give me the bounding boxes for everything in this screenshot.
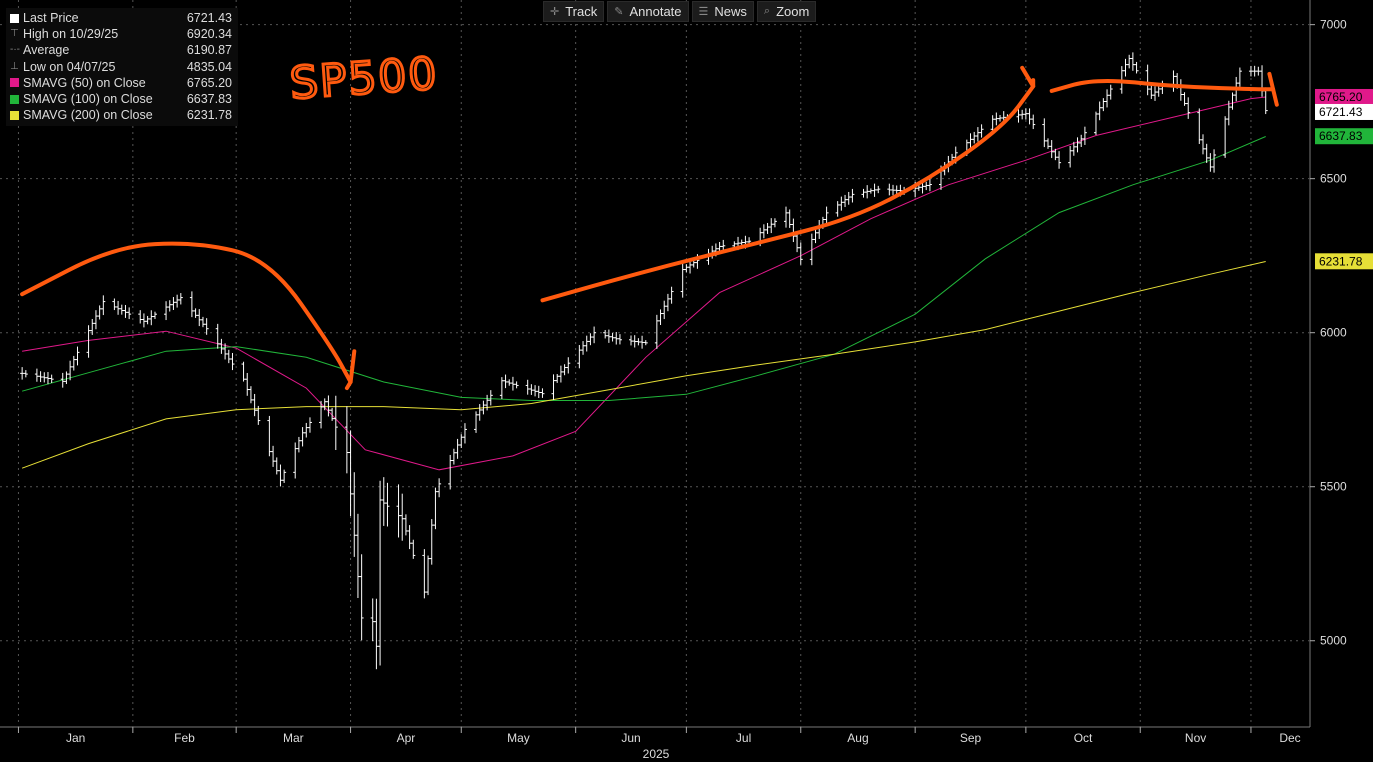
sma200-line	[21, 261, 1266, 469]
zoom-button[interactable]: ⌕ Zoom	[756, 1, 817, 22]
legend-sma100: SMAVG (100) on Close 6637.83	[10, 91, 232, 107]
x-axis-year-label: 2025	[643, 747, 670, 761]
x-tick-label: Feb	[174, 731, 195, 745]
x-tick-label: Jun	[621, 731, 640, 745]
chart-toolbar: ✛ Track ✎ Annotate ☰ News ⌕ Zoom	[543, 1, 817, 22]
y-tick-label: 6500	[1320, 172, 1347, 186]
x-tick-label: Jul	[736, 731, 751, 745]
x-tick-label: Mar	[283, 731, 304, 745]
price-bars	[20, 52, 1268, 670]
last-label-price-bg	[1315, 103, 1373, 120]
pencil-icon: ✎	[614, 6, 624, 18]
last-label-sma100-bg	[1315, 128, 1373, 145]
x-tick-label: Oct	[1074, 731, 1093, 745]
annotation-arc-down	[20, 241, 353, 384]
low-marker-icon: ⊥	[10, 60, 19, 72]
white-swatch-icon	[10, 13, 19, 23]
magenta-swatch-icon	[10, 78, 19, 88]
annotation-trend-up-arrowhead	[1020, 65, 1036, 89]
sma100-line	[21, 136, 1266, 401]
last-label-sma100-text: 6637.83	[1319, 129, 1363, 143]
x-tick-label: Sep	[960, 731, 982, 745]
y-tick-label: 5000	[1320, 634, 1347, 648]
green-swatch-icon	[10, 94, 19, 104]
legend-last-price: Last Price 6721.43	[10, 10, 232, 26]
legend-low: ⊥ Low on 04/07/25 4835.04	[10, 59, 232, 74]
x-tick-label: Aug	[847, 731, 868, 745]
high-marker-icon: ⊤	[10, 28, 19, 40]
y-tick-label: 7000	[1320, 18, 1347, 32]
crosshair-icon: ✛	[550, 6, 560, 18]
last-label-sma50: 6765.20	[1315, 88, 1373, 105]
y-tick-label: 5500	[1320, 480, 1347, 494]
last-label-sma200-text: 6231.78	[1319, 254, 1363, 268]
yellow-swatch-icon	[10, 110, 19, 120]
last-label-sma50-bg	[1315, 88, 1373, 105]
y-tick-label: 6000	[1320, 326, 1347, 340]
legend-sma200: SMAVG (200) on Close 6231.78	[10, 107, 232, 123]
x-tick-label: Apr	[397, 731, 416, 745]
news-icon: ☰	[698, 6, 709, 18]
track-button[interactable]: ✛ Track	[543, 1, 605, 22]
legend-high: ⊤ High on 10/29/25 6920.34	[10, 27, 232, 42]
annotation-flat-arrowhead	[1267, 71, 1279, 107]
annotation-arc-down-arrowhead	[344, 349, 357, 391]
magnifier-icon: ⌕	[763, 5, 771, 17]
annotation-flat	[1049, 78, 1276, 93]
last-label-sma50-text: 6765.20	[1319, 90, 1363, 104]
last-label-sma200: 6231.78	[1315, 253, 1373, 270]
legend-average: -·- Average 6190.87	[10, 43, 232, 58]
sma50-line	[22, 96, 1266, 471]
x-tick-label: May	[507, 731, 530, 745]
legend-sma50: SMAVG (50) on Close 6765.20	[10, 75, 232, 91]
last-label-sma100: 6637.83	[1315, 128, 1373, 145]
average-marker-icon: -·-	[10, 44, 20, 56]
x-tick-label: Dec	[1279, 731, 1300, 745]
last-label-price: 6721.43	[1315, 103, 1373, 120]
chart-legend[interactable]: Last Price 6721.43 ⊤ High on 10/29/25 692…	[6, 8, 238, 127]
annotation-trend-up	[540, 84, 1036, 303]
last-label-price-text: 6721.43	[1319, 105, 1363, 119]
annotate-button[interactable]: ✎ Annotate	[607, 1, 689, 22]
x-tick-label: Nov	[1185, 731, 1206, 745]
last-label-sma200-bg	[1315, 253, 1373, 270]
x-tick-label: Jan	[66, 731, 85, 745]
annotation-sp500-text: SP500	[288, 48, 440, 109]
news-button[interactable]: ☰ News	[691, 1, 754, 22]
